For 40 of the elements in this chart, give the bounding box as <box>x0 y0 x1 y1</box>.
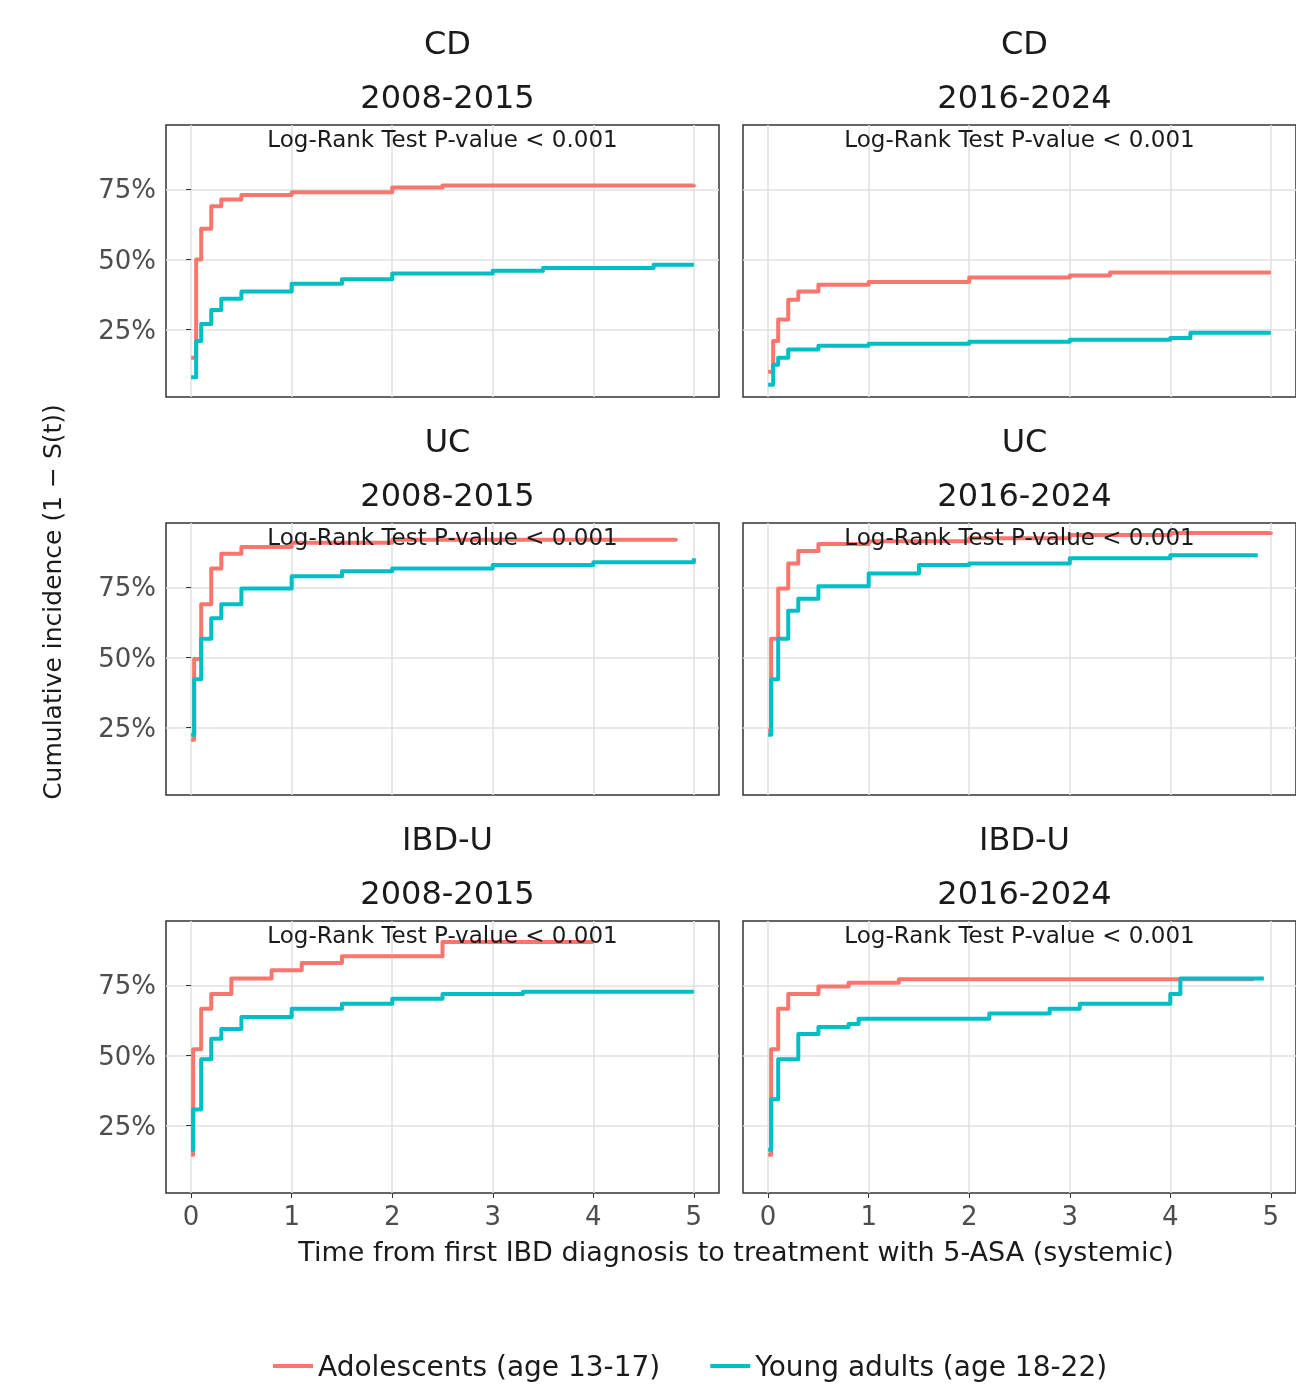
y-tick-label: 75% <box>98 174 156 205</box>
chart-title: IBD-U <box>402 820 493 858</box>
annotation: Log-Rank Test P-value < 0.001 <box>844 125 1195 152</box>
y-tick-label: 75% <box>98 970 156 1001</box>
y-tick-label: 25% <box>98 314 156 345</box>
chart-subtitle: 2016-2024 <box>937 476 1112 514</box>
x-tick-label: 2 <box>383 1201 401 1231</box>
y-tick-label: 50% <box>98 1040 156 1071</box>
legend-label: Adolescents (age 13-17) <box>318 1349 661 1383</box>
y-tick-label: 75% <box>98 572 156 603</box>
y-axis-title: Cumulative incidence (1 − S(t)) <box>37 404 67 800</box>
y-tick-label: 50% <box>98 642 156 673</box>
chart-title: IBD-U <box>979 820 1070 858</box>
x-tick-label: 5 <box>1262 1201 1280 1231</box>
x-tick-label: 2 <box>960 1201 978 1231</box>
annotation: Log-Rank Test P-value < 0.001 <box>267 125 618 152</box>
x-tick-label: 0 <box>182 1201 200 1231</box>
annotation: Log-Rank Test P-value < 0.001 <box>844 921 1195 948</box>
y-tick-label: 25% <box>98 712 156 743</box>
x-axis-title: Time from first IBD diagnosis to treatment with 5-ASA (systemic) <box>297 1236 1174 1267</box>
chart-title: CD <box>424 24 471 62</box>
x-tick-label: 4 <box>1162 1201 1179 1231</box>
chart-title: CD <box>1001 24 1048 62</box>
chart-subtitle: 2008-2015 <box>360 78 535 116</box>
x-tick-label: 3 <box>484 1201 502 1231</box>
x-tick-label: 0 <box>759 1201 777 1231</box>
x-tick-label: 1 <box>860 1201 877 1231</box>
x-tick-label: 5 <box>685 1201 703 1231</box>
legend-label: Young adults (age 18-22) <box>754 1349 1108 1383</box>
chart-title: UC <box>1001 422 1048 460</box>
chart-title: UC <box>424 422 471 460</box>
x-tick-label: 3 <box>1061 1201 1079 1231</box>
chart-subtitle: 2016-2024 <box>937 78 1112 116</box>
x-tick-label: 4 <box>585 1201 602 1231</box>
y-tick-label: 25% <box>98 1110 156 1141</box>
y-tick-label: 50% <box>98 244 156 275</box>
x-tick-label: 1 <box>283 1201 300 1231</box>
chart-subtitle: 2008-2015 <box>360 874 535 912</box>
chart-subtitle: 2008-2015 <box>360 476 535 514</box>
chart-subtitle: 2016-2024 <box>937 874 1112 912</box>
